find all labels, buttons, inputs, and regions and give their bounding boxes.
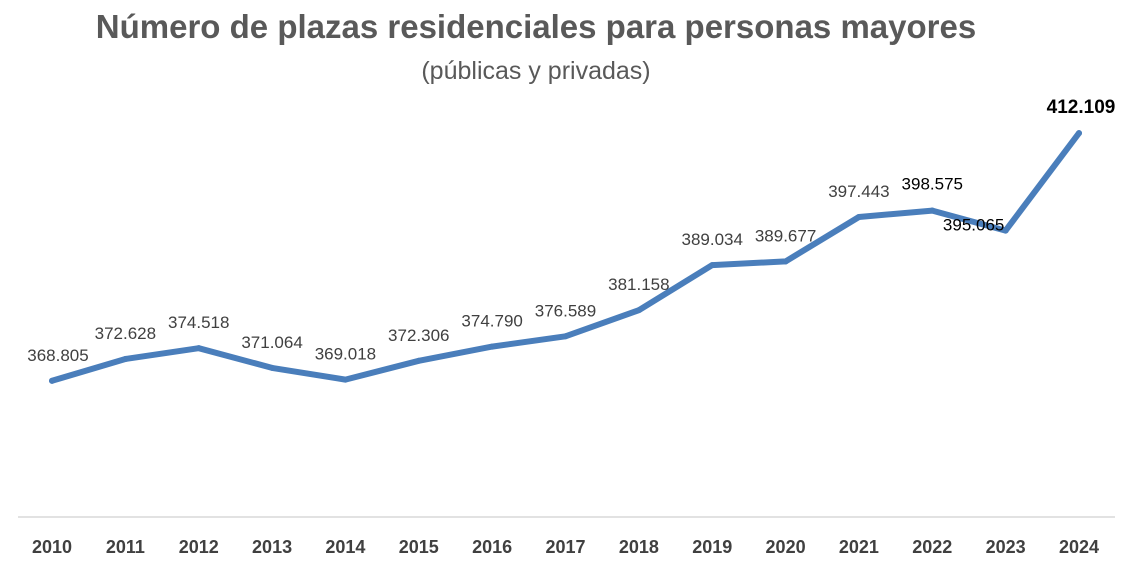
- x-tick-label-2015: 2015: [399, 537, 439, 557]
- x-tick-label-2018: 2018: [619, 537, 659, 557]
- x-tick-label-2020: 2020: [766, 537, 806, 557]
- data-labels: 368.805 372.628 374.518 371.064 369.018 372.3…: [27, 97, 1115, 365]
- data-point-2022: [929, 207, 936, 214]
- data-label-2019: 389.034: [681, 230, 742, 249]
- data-point-2017: [562, 333, 569, 340]
- x-tick-label-2021: 2021: [839, 537, 879, 557]
- data-point-2015: [415, 357, 422, 364]
- x-tick-labels: 2010 2011 2012 2013 2014 2015 2016 2017 2018 2019…: [32, 537, 1099, 557]
- data-label-2011: 372.628: [95, 324, 156, 343]
- x-tick-label-2012: 2012: [179, 537, 219, 557]
- data-label-2010: 368.805: [27, 346, 88, 365]
- series-line: [49, 130, 1082, 384]
- data-label-2022: 398.575: [902, 175, 963, 194]
- data-label-2023: 395.065: [943, 216, 1004, 235]
- data-point-2016: [489, 343, 496, 350]
- chart-subtitle: (públicas y privadas): [421, 57, 650, 85]
- data-label-2014: 369.018: [315, 345, 376, 364]
- x-tick-label-2016: 2016: [472, 537, 512, 557]
- data-label-2018: 381.158: [608, 275, 669, 294]
- x-tick-label-2022: 2022: [912, 537, 952, 557]
- data-label-2012: 374.518: [168, 313, 229, 332]
- data-point-2011: [122, 355, 129, 362]
- data-label-2024: 412.109: [1047, 97, 1116, 118]
- data-label-2016: 374.790: [461, 312, 522, 331]
- data-point-2018: [635, 307, 642, 314]
- data-point-2019: [709, 262, 716, 269]
- x-tick-label-2010: 2010: [32, 537, 72, 557]
- x-tick-label-2024: 2024: [1059, 537, 1099, 557]
- x-tick-label-2017: 2017: [545, 537, 585, 557]
- data-label-2015: 372.306: [388, 326, 449, 345]
- data-point-2014: [342, 376, 349, 383]
- x-tick-label-2014: 2014: [325, 537, 365, 557]
- series-marks: [49, 130, 1082, 384]
- x-tick-label-2019: 2019: [692, 537, 732, 557]
- data-point-2021: [855, 214, 862, 221]
- data-label-2021: 397.443: [828, 182, 889, 201]
- data-label-2017: 376.589: [535, 301, 596, 320]
- data-label-2013: 371.064: [241, 333, 302, 352]
- data-point-2023: [1002, 227, 1009, 234]
- data-point-2010: [49, 377, 55, 384]
- chart-title: Número de plazas residenciales para pers…: [96, 8, 976, 45]
- data-point-2024: [1076, 130, 1082, 137]
- x-tick-label-2013: 2013: [252, 537, 292, 557]
- x-tick-label-2023: 2023: [986, 537, 1026, 557]
- data-label-2020: 389.677: [755, 226, 816, 245]
- data-point-2013: [269, 364, 276, 371]
- x-tick-label-2011: 2011: [106, 537, 145, 557]
- data-point-2020: [782, 258, 789, 265]
- data-point-2012: [195, 345, 202, 352]
